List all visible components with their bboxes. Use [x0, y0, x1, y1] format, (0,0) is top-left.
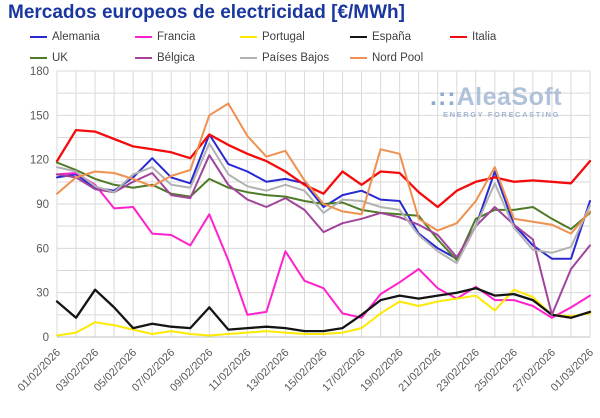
series-line-b-lgica	[56, 154, 591, 316]
legend-item-b-lgica: Bélgica	[135, 52, 240, 64]
legend-swatch-icon	[30, 56, 47, 60]
legend-swatch-icon	[30, 35, 47, 39]
y-tick-label: 120	[30, 155, 49, 167]
legend-label: UK	[52, 52, 68, 64]
series-line-alemania	[56, 133, 591, 260]
legend-item-pa-ses-bajos: Países Bajos	[240, 52, 350, 64]
legend-item-francia: Francia	[135, 31, 240, 43]
y-tick-label: 30	[36, 288, 49, 300]
legend-item-uk: UK	[30, 52, 135, 64]
y-tick-label: 150	[30, 110, 49, 122]
legend-swatch-icon	[135, 56, 152, 60]
legend-label: Países Bajos	[262, 52, 330, 64]
legend-label: Nord Pool	[372, 52, 424, 64]
series-line-espa-a	[55, 287, 592, 333]
legend-label: Bélgica	[157, 52, 195, 64]
legend-item-nord-pool: Nord Pool	[350, 52, 450, 64]
legend-swatch-icon	[450, 35, 467, 39]
legend-item-alemania: Alemania	[30, 31, 135, 43]
legend-label: España	[372, 31, 412, 43]
legend-label: Portugal	[262, 31, 305, 43]
y-tick-label: 90	[36, 199, 49, 211]
y-tick-label: 0	[43, 332, 49, 344]
series-line-portugal	[56, 288, 591, 337]
series-line-francia	[56, 172, 591, 319]
legend-item-espa-a: España	[350, 31, 450, 43]
legend: Alemania Francia Portugal España Italia UK Bél…	[30, 31, 590, 64]
legend-label: Italia	[472, 31, 497, 43]
legend-swatch-icon	[240, 56, 257, 60]
series-line-italia	[55, 128, 592, 209]
legend-item-portugal: Portugal	[240, 31, 350, 43]
y-tick-label: 60	[36, 243, 49, 255]
legend-swatch-icon	[350, 56, 367, 60]
legend-item-italia: Italia	[450, 31, 550, 43]
series-line-nord-pool	[56, 102, 591, 235]
legend-swatch-icon	[240, 35, 257, 39]
chart-title: Mercados europeos de electricidad [€/MWh…	[8, 2, 405, 23]
series-line-pa-ses-bajos	[56, 142, 591, 265]
legend-swatch-icon	[135, 35, 152, 39]
legend-swatch-icon	[350, 35, 367, 39]
y-tick-label: 180	[30, 66, 49, 78]
legend-label: Alemania	[52, 31, 100, 43]
legend-label: Francia	[157, 31, 196, 43]
